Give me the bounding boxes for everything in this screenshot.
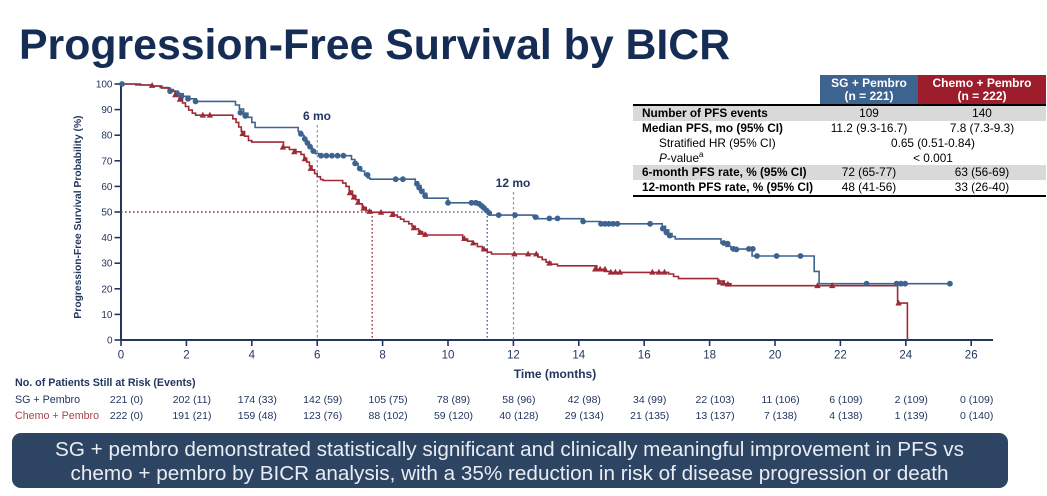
svg-text:59 (120): 59 (120) xyxy=(434,410,473,422)
svg-text:29 (134): 29 (134) xyxy=(565,410,604,422)
svg-text:16: 16 xyxy=(638,350,651,362)
svg-text:0 (109): 0 (109) xyxy=(960,394,993,406)
svg-text:60: 60 xyxy=(101,182,113,193)
svg-text:2 (109): 2 (109) xyxy=(895,394,928,406)
svg-text:18: 18 xyxy=(703,350,716,362)
svg-text:0 (140): 0 (140) xyxy=(960,410,993,422)
svg-text:12 mo: 12 mo xyxy=(496,176,531,190)
svg-text:Progression-Free Survival Prob: Progression-Free Survival Probability (%… xyxy=(73,115,84,318)
svg-text:22 (103): 22 (103) xyxy=(696,394,735,406)
svg-text:11 (106): 11 (106) xyxy=(761,394,799,406)
svg-text:70: 70 xyxy=(101,156,113,167)
svg-text:10: 10 xyxy=(101,310,113,321)
svg-text:4: 4 xyxy=(249,350,256,362)
svg-text:42 (98): 42 (98) xyxy=(568,394,601,406)
svg-text:14: 14 xyxy=(572,350,585,362)
svg-text:40: 40 xyxy=(101,233,113,244)
svg-text:2: 2 xyxy=(183,350,189,362)
svg-text:159 (48): 159 (48) xyxy=(238,410,277,422)
svg-text:50: 50 xyxy=(101,208,113,219)
svg-text:22: 22 xyxy=(834,350,847,362)
svg-text:202 (11): 202 (11) xyxy=(173,394,211,406)
svg-text:142 (59): 142 (59) xyxy=(303,394,342,406)
svg-text:SG + Pembro: SG + Pembro xyxy=(15,394,80,406)
svg-text:80: 80 xyxy=(101,131,113,142)
svg-text:123 (76): 123 (76) xyxy=(303,410,342,422)
svg-text:78 (89): 78 (89) xyxy=(437,394,470,406)
svg-text:24: 24 xyxy=(899,350,912,362)
svg-text:40 (128): 40 (128) xyxy=(499,410,538,422)
svg-text:12: 12 xyxy=(507,350,520,362)
svg-text:Time (months): Time (months) xyxy=(514,367,596,381)
svg-text:26: 26 xyxy=(965,350,978,362)
svg-text:90: 90 xyxy=(101,105,113,116)
svg-text:100: 100 xyxy=(96,80,113,91)
svg-text:34 (99): 34 (99) xyxy=(633,394,666,406)
svg-text:13 (137): 13 (137) xyxy=(696,410,735,422)
svg-text:7 (138): 7 (138) xyxy=(764,410,797,422)
svg-text:8: 8 xyxy=(379,350,385,362)
svg-text:88 (102): 88 (102) xyxy=(369,410,408,422)
svg-text:20: 20 xyxy=(769,350,782,362)
svg-text:222 (0): 222 (0) xyxy=(110,410,143,422)
svg-text:6 (109): 6 (109) xyxy=(829,394,862,406)
svg-text:1 (139): 1 (139) xyxy=(895,410,928,422)
svg-text:58 (96): 58 (96) xyxy=(502,394,535,406)
svg-text:174 (33): 174 (33) xyxy=(238,394,277,406)
svg-text:0: 0 xyxy=(107,336,113,347)
svg-text:191 (21): 191 (21) xyxy=(172,410,211,422)
svg-text:6 mo: 6 mo xyxy=(303,109,331,123)
svg-text:105 (75): 105 (75) xyxy=(369,394,408,406)
svg-text:10: 10 xyxy=(442,350,455,362)
svg-text:No. of Patients Still at Risk: No. of Patients Still at Risk (Events) xyxy=(15,377,196,389)
svg-text:21 (135): 21 (135) xyxy=(630,410,669,422)
svg-text:30: 30 xyxy=(101,259,113,270)
svg-text:221 (0): 221 (0) xyxy=(110,394,143,406)
svg-text:20: 20 xyxy=(101,284,113,295)
svg-text:Chemo + Pembro: Chemo + Pembro xyxy=(15,410,99,422)
svg-text:0: 0 xyxy=(118,350,124,362)
svg-text:4 (138): 4 (138) xyxy=(829,410,862,422)
svg-text:6: 6 xyxy=(314,350,320,362)
